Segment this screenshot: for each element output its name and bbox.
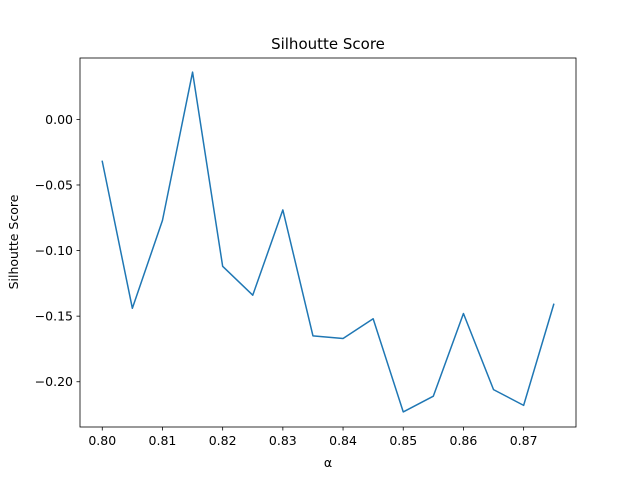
x-tick-label: 0.83 — [269, 433, 297, 448]
x-tick-label: 0.82 — [209, 433, 237, 448]
x-tick-label: 0.87 — [510, 433, 538, 448]
x-tick-label: 0.85 — [389, 433, 417, 448]
series-line-0 — [101, 71, 555, 413]
x-axis-label: α — [324, 455, 332, 470]
x-tick-label: 0.84 — [329, 433, 357, 448]
axes-frame — [79, 57, 577, 428]
y-tick-label: −0.20 — [35, 374, 73, 389]
y-tick-label: −0.05 — [35, 177, 73, 192]
chart-title: Silhoutte Score — [271, 35, 385, 53]
y-tick-label: −0.10 — [35, 243, 73, 258]
plot-area: 0.80 0.81 0.82 0.83 0.84 0.85 0.86 0.87 0.00 −0.0… — [35, 57, 577, 448]
y-tick-label: 0.00 — [45, 112, 73, 127]
x-tick-label: 0.81 — [149, 433, 177, 448]
y-tick-label: −0.15 — [35, 309, 73, 324]
x-tick-label: 0.80 — [88, 433, 116, 448]
x-tick-label: 0.86 — [450, 433, 478, 448]
y-axis-label: Silhoutte Score — [6, 194, 21, 289]
